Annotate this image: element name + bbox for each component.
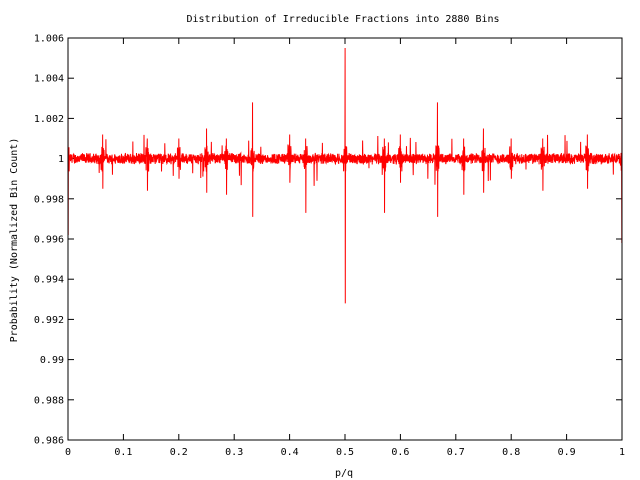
x-tick-label: 0.1 <box>114 447 132 458</box>
series-line <box>67 44 623 304</box>
x-tick-label: 1 <box>619 447 625 458</box>
y-tick-label: 0.994 <box>34 275 64 286</box>
y-tick-label: 0.996 <box>34 235 64 246</box>
y-tick-label: 1.004 <box>34 74 64 85</box>
y-axis-label: Probability (Normalized Bin Count) <box>9 138 20 343</box>
y-tick-label: 1 <box>58 154 64 165</box>
y-tick-label: 0.99 <box>40 355 64 366</box>
x-tick-label: 0.3 <box>225 447 243 458</box>
y-tick-label: 0.998 <box>34 194 64 205</box>
y-tick-label: 0.992 <box>34 315 64 326</box>
chart-title: Distribution of Irreducible Fractions in… <box>186 14 499 25</box>
y-tick-label: 1.006 <box>34 34 64 45</box>
y-tick-label: 1.002 <box>34 114 64 125</box>
y-tick-label: 0.988 <box>34 395 64 406</box>
x-tick-label: 0.7 <box>447 447 465 458</box>
x-tick-label: 0.5 <box>336 447 354 458</box>
tick-group: 0.986 0.988 0.99 0.992 0.994 0.996 0.998 1 1.002… <box>34 34 625 459</box>
x-tick-label: 0.4 <box>281 447 299 458</box>
x-tick-label: 0 <box>65 447 71 458</box>
plot-frame <box>67 37 623 441</box>
x-tick-label: 0.9 <box>558 447 576 458</box>
x-tick-label: 0.8 <box>502 447 520 458</box>
x-tick-label: 0.6 <box>391 447 409 458</box>
y-tick-label: 0.986 <box>34 436 64 447</box>
x-tick-label: 0.2 <box>170 447 188 458</box>
x-axis-label: p/q <box>335 468 353 479</box>
